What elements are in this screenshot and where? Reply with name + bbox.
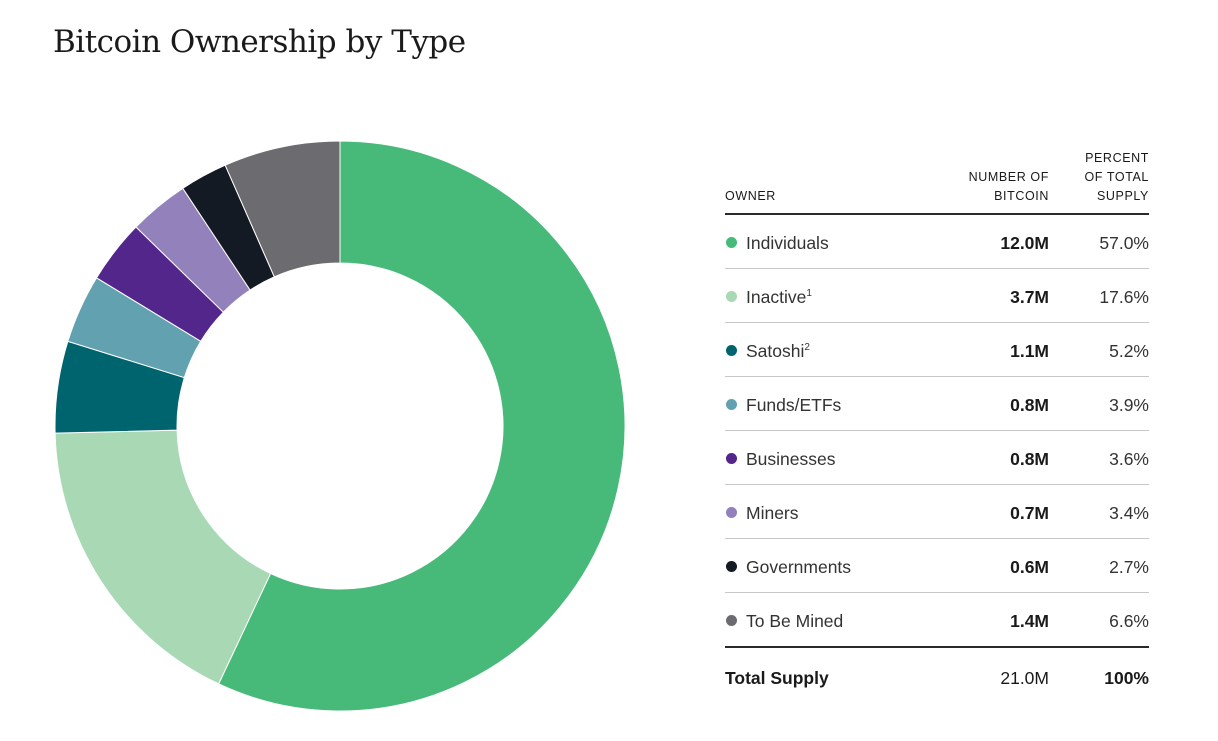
ownership-table: OWNER NUMBER OF BITCOIN PERCENT OF TOTAL…	[725, 148, 1149, 708]
donut-slice-individuals	[217, 140, 626, 712]
table-row: Individuals 12.0M 57.0%	[725, 215, 1149, 269]
owner-number: 0.6M	[1010, 557, 1049, 577]
owner-name: Miners	[746, 503, 799, 523]
owner-name: To Be Mined	[746, 611, 844, 631]
owner-number: 1.1M	[1010, 341, 1049, 361]
table-row: Inactive1 3.7M 17.6%	[725, 269, 1149, 323]
legend-dot-icon	[726, 237, 737, 248]
owner-percent: 57.0%	[1099, 233, 1149, 253]
owner-name: Satoshi	[746, 341, 805, 361]
table-body: Individuals 12.0M 57.0% Inactive1 3.7M 1…	[725, 215, 1149, 648]
owner-name: Businesses	[746, 449, 836, 469]
owner-number: 0.8M	[1010, 449, 1049, 469]
table-row: Funds/ETFs 0.8M 3.9%	[725, 377, 1149, 431]
donut-chart	[54, 140, 626, 712]
owner-number: 3.7M	[1010, 287, 1049, 307]
owner-percent: 3.6%	[1109, 449, 1149, 469]
table-row: Satoshi2 1.1M 5.2%	[725, 323, 1149, 377]
owner-name: Individuals	[746, 233, 829, 253]
table-row: Governments 0.6M 2.7%	[725, 539, 1149, 593]
owner-number: 0.7M	[1010, 503, 1049, 523]
owner-number: 12.0M	[1000, 233, 1049, 253]
owner-name: Inactive	[746, 287, 807, 307]
owner-percent: 3.9%	[1109, 395, 1149, 415]
header-percent: PERCENT OF TOTAL SUPPLY	[1084, 151, 1149, 203]
legend-dot-icon	[726, 345, 737, 356]
header-owner: OWNER	[725, 189, 776, 203]
legend-dot-icon	[726, 453, 737, 464]
table-row: Businesses 0.8M 3.6%	[725, 431, 1149, 485]
legend-dot-icon	[726, 615, 737, 626]
owner-name: Funds/ETFs	[746, 395, 842, 415]
owner-number: 0.8M	[1010, 395, 1049, 415]
owner-name: Governments	[746, 557, 852, 577]
total-number: 21.0M	[1000, 668, 1049, 688]
owner-number: 1.4M	[1010, 611, 1049, 631]
chart-title: Bitcoin Ownership by Type	[53, 24, 466, 60]
total-label: Total Supply	[725, 668, 829, 688]
owner-percent: 3.4%	[1109, 503, 1149, 523]
owner-percent: 6.6%	[1109, 611, 1149, 631]
owner-percent: 2.7%	[1109, 557, 1149, 577]
table-row: Miners 0.7M 3.4%	[725, 485, 1149, 539]
donut-slice-inactive	[54, 429, 272, 685]
owner-percent: 17.6%	[1099, 287, 1149, 307]
legend-dot-icon	[726, 291, 737, 302]
owner-percent: 5.2%	[1109, 341, 1149, 361]
header-number: NUMBER OF BITCOIN	[968, 170, 1049, 203]
legend-dot-icon	[726, 507, 737, 518]
total-row: Total Supply 21.0M 100%	[725, 648, 1149, 708]
table-row: To Be Mined 1.4M 6.6%	[725, 593, 1149, 648]
total-percent: 100%	[1104, 668, 1149, 688]
table-header: OWNER NUMBER OF BITCOIN PERCENT OF TOTAL…	[725, 148, 1149, 215]
donut-slice-to-be-mined	[224, 140, 341, 278]
legend-dot-icon	[726, 399, 737, 410]
legend-dot-icon	[726, 561, 737, 572]
